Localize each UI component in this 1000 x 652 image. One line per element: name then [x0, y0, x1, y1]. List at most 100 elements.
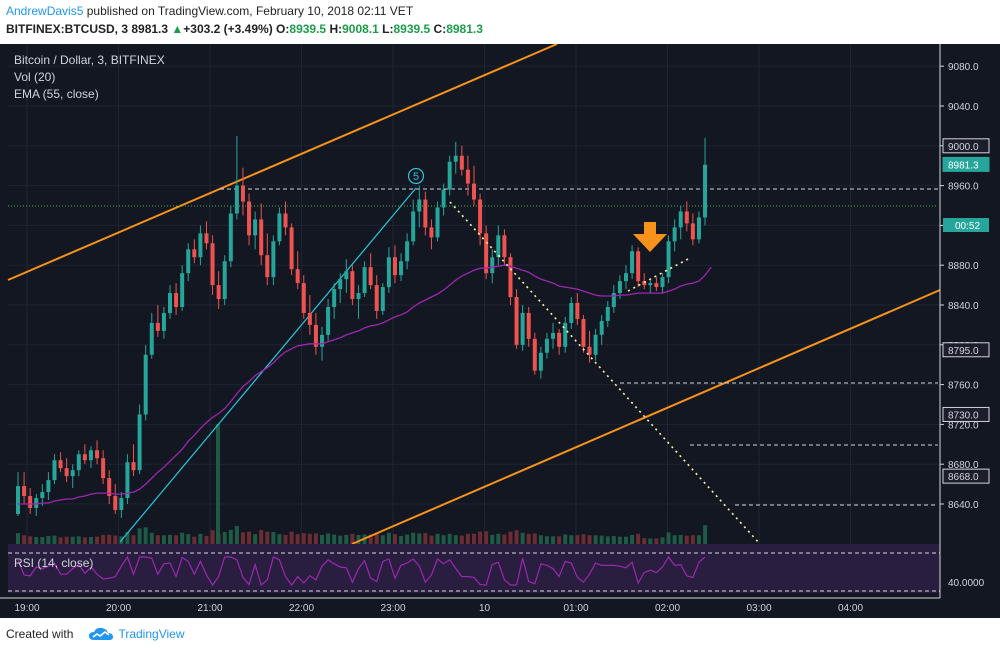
- volume-bar: [58, 537, 63, 544]
- price-tag-box: [942, 342, 990, 358]
- candle-body: [624, 273, 628, 282]
- time-tick-label: 10: [479, 603, 491, 614]
- candle-body: [593, 334, 598, 355]
- price-tag-label: 8668.0: [948, 472, 979, 483]
- volume-bar: [16, 533, 20, 544]
- volume-bar: [453, 535, 458, 544]
- candle-body: [113, 496, 118, 510]
- volume-bar: [484, 531, 489, 544]
- price-tag-box: [942, 156, 990, 172]
- volume-bar: [666, 532, 671, 544]
- candle-body: [228, 213, 233, 262]
- candle-body: [648, 283, 653, 286]
- candle-body: [617, 281, 622, 294]
- candle-body: [271, 241, 276, 278]
- candle-body: [435, 207, 440, 238]
- created-with-text: Created with: [6, 627, 74, 641]
- axes: 8640.08680.08720.08760.08800.08840.08880…: [0, 44, 1000, 618]
- candle-body: [557, 332, 562, 347]
- candle-body: [234, 185, 239, 214]
- cloud-icon: [89, 627, 113, 640]
- price-tag-label: 8795.0: [948, 346, 979, 357]
- candle-body: [95, 450, 100, 459]
- countdown-label: 00:52: [955, 221, 980, 232]
- candle-body: [587, 346, 592, 355]
- volume-spike-bar: [216, 424, 220, 544]
- candle-body: [168, 293, 172, 313]
- volume-bar: [563, 534, 568, 544]
- candle-body: [453, 155, 458, 162]
- candle-body: [611, 293, 616, 307]
- author-link[interactable]: AndrewDavis5: [6, 4, 84, 18]
- volume-bar: [672, 535, 677, 544]
- volume-bar: [64, 536, 69, 544]
- candle-body: [703, 164, 708, 218]
- quote-line: BITFINEX:BTCUSD, 3 8981.3 ▲+303.2 (+3.49…: [6, 22, 483, 36]
- candle-body: [605, 306, 610, 321]
- candle-body: [423, 199, 428, 228]
- time-axis-panel: [0, 598, 1000, 618]
- volume-bar: [703, 525, 708, 544]
- volume-bar: [283, 534, 288, 544]
- time-tick-label: 01:00: [563, 603, 588, 614]
- volume-bar: [435, 533, 440, 544]
- price-chart[interactable]: 5 8640.08680.08720.08760.08800.08840.088…: [0, 44, 1000, 618]
- volume-bar: [107, 534, 112, 544]
- volume-bar: [605, 536, 610, 544]
- candle-body: [502, 235, 507, 258]
- tradingview-logo[interactable]: TradingView: [88, 625, 185, 643]
- volume-bar: [423, 533, 428, 544]
- volume-bar: [611, 535, 616, 544]
- price-tag-box: [942, 468, 990, 484]
- volume-bar: [313, 533, 318, 544]
- high-label: H:: [329, 22, 343, 36]
- volume-bar: [496, 533, 501, 544]
- candle-body: [666, 241, 671, 278]
- candle-body: [88, 450, 93, 461]
- volume-bar: [544, 536, 549, 544]
- volume-bar: [198, 533, 203, 544]
- candle-body: [690, 223, 695, 240]
- candle-body: [222, 261, 227, 300]
- volume-bar: [380, 535, 385, 544]
- candle-body: [441, 189, 446, 208]
- volume-bar: [88, 537, 93, 544]
- candle-body: [672, 227, 677, 242]
- volume-bar: [417, 533, 422, 544]
- publish-line: AndrewDavis5 published on TradingView.co…: [6, 4, 413, 18]
- volume-bar: [168, 534, 172, 544]
- candle-body: [82, 454, 87, 461]
- candle-body: [538, 352, 543, 371]
- candle-body: [472, 183, 476, 200]
- time-tick-label: 03:00: [746, 603, 771, 614]
- volume-bar: [399, 535, 404, 544]
- volume-bar: [180, 532, 185, 544]
- volume-bar: [247, 531, 252, 544]
- candle-body: [380, 287, 385, 311]
- volume-bar: [538, 535, 543, 544]
- time-tick-label: 02:00: [655, 603, 680, 614]
- symbol-label: BITFINEX:BTCUSD, 3: [6, 22, 129, 36]
- volume-bar: [392, 534, 397, 544]
- volume-bar: [82, 537, 87, 544]
- volume-bar: [240, 532, 245, 544]
- volume-bar: [174, 535, 179, 544]
- volume-bar: [259, 529, 264, 544]
- candle-body: [320, 334, 324, 347]
- volume-bar: [234, 525, 239, 544]
- candle-body: [326, 306, 331, 335]
- volume-indicator-label: Vol (20): [14, 70, 55, 84]
- volume-bar: [210, 530, 215, 544]
- volume-bar: [551, 536, 556, 544]
- volume-bar: [76, 536, 81, 544]
- candle-body: [654, 283, 659, 288]
- candle-body: [551, 332, 556, 339]
- time-tick-label: 22:00: [289, 603, 314, 614]
- candle-body: [46, 480, 51, 493]
- candle-body: [526, 312, 531, 339]
- volume-bar: [624, 536, 628, 544]
- candle-body: [496, 235, 501, 258]
- candle-body: [295, 269, 300, 284]
- ema-path: [18, 264, 712, 505]
- volume-bar: [265, 531, 270, 544]
